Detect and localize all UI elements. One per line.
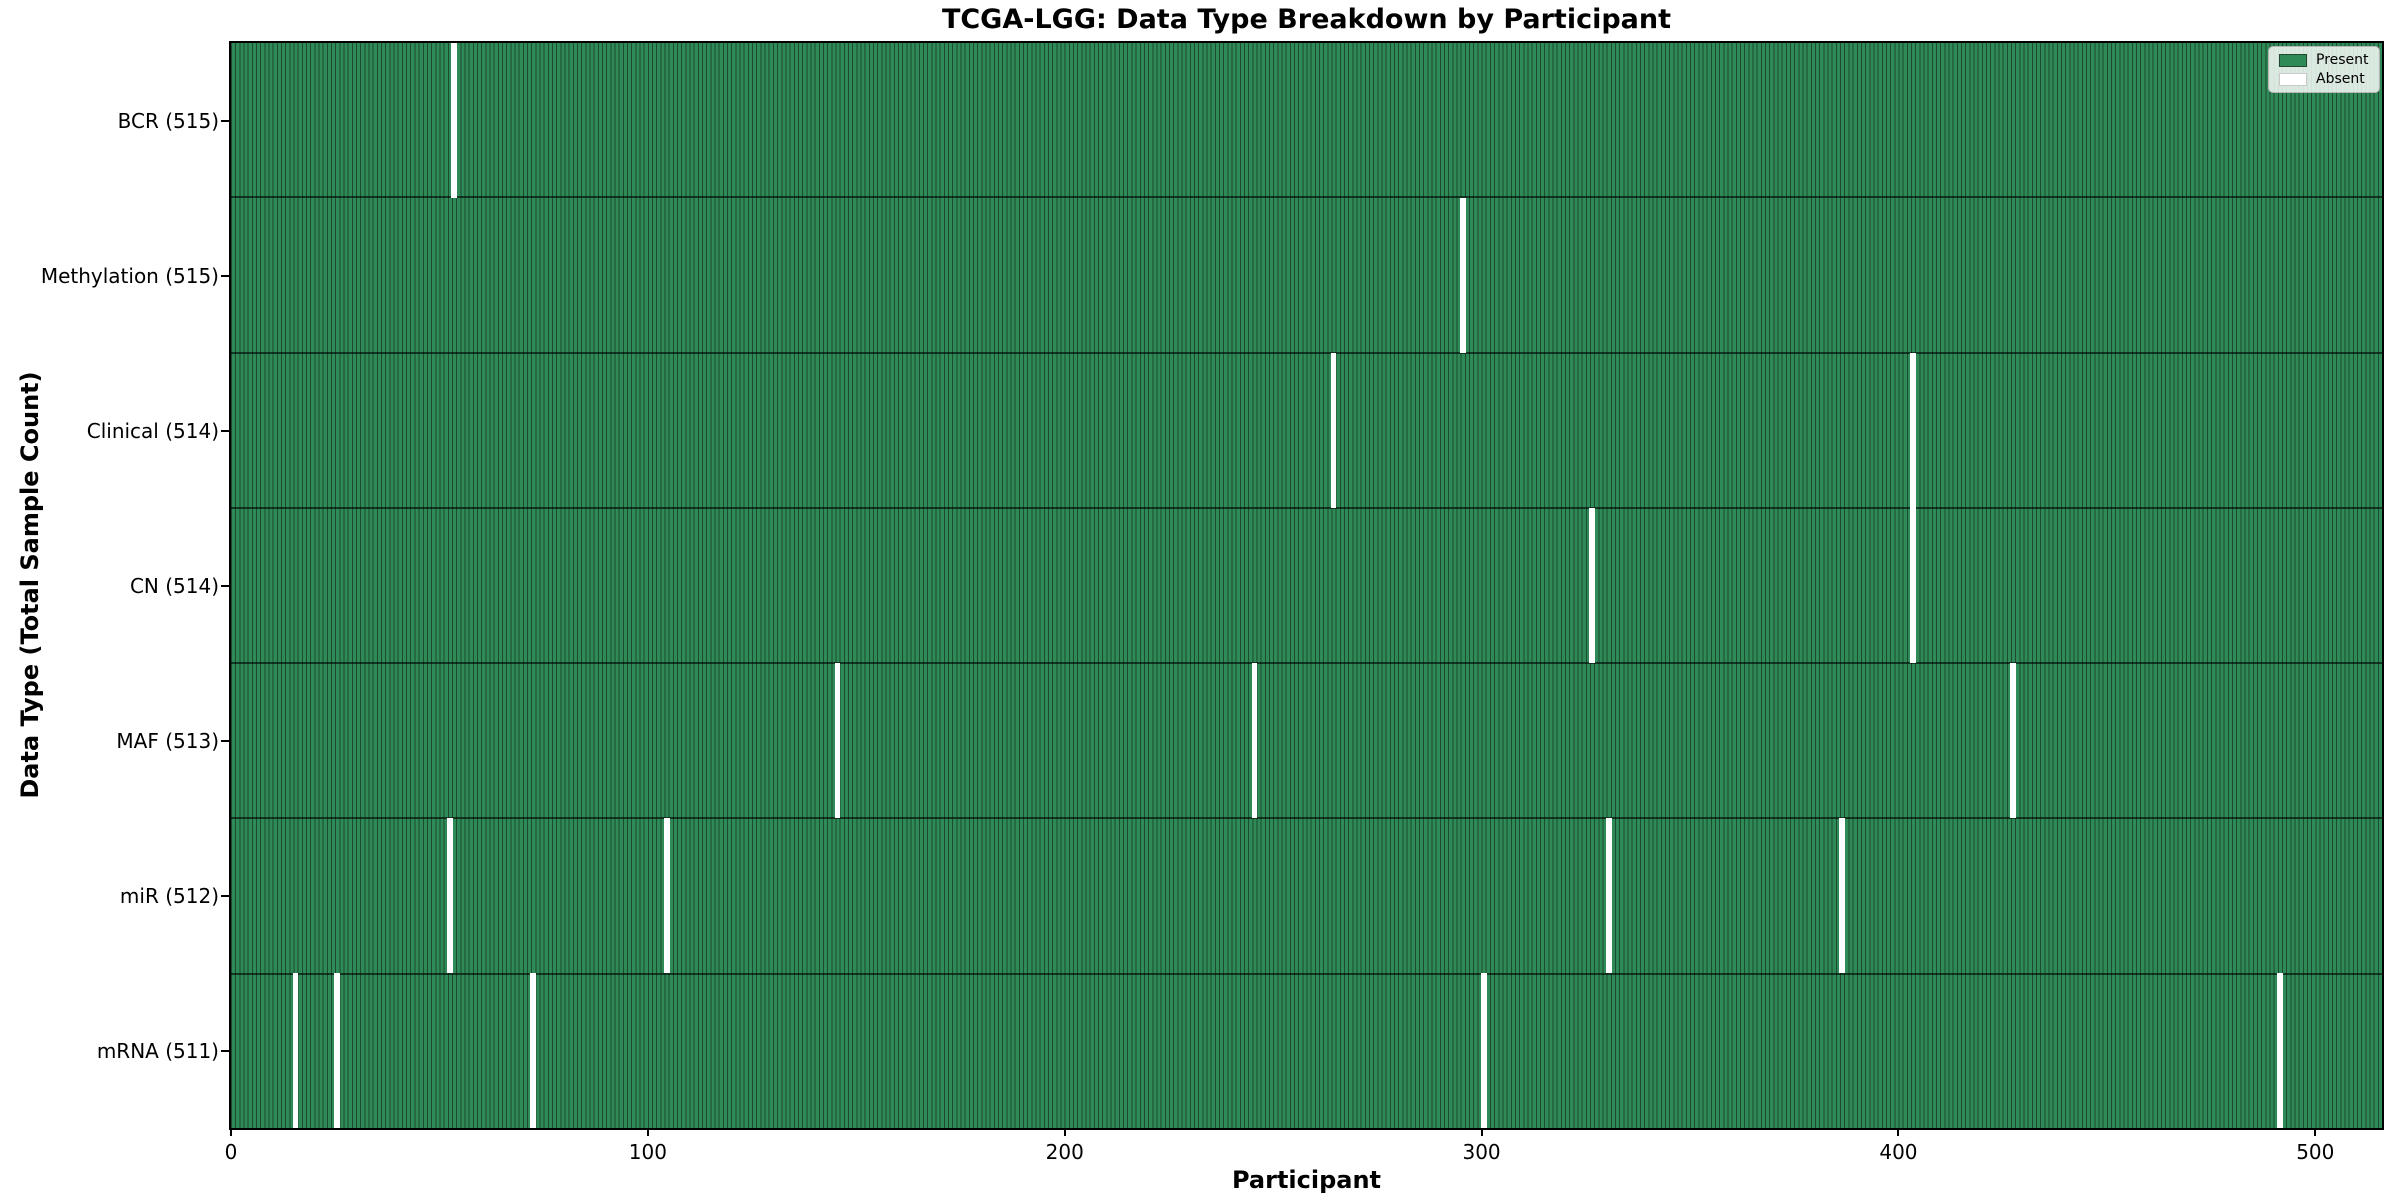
y-tick-mark — [221, 119, 229, 122]
presence-row-BCR — [231, 43, 2382, 197]
y-tick-mark — [221, 274, 229, 277]
x-tick-mark — [1063, 1128, 1066, 1136]
presence-row-MAF — [231, 662, 2382, 818]
absent-gap-mRNA-25 — [334, 973, 341, 1128]
absent-gap-mRNA-300 — [1480, 973, 1487, 1128]
legend-label-present: Present — [2316, 52, 2369, 68]
y-tick-label-MAF: MAF (513) — [116, 728, 219, 753]
x-tick-label-200: 200 — [1045, 1140, 1084, 1164]
presence-row-Methylation — [231, 196, 2382, 352]
absent-gap-MAF-245 — [1251, 663, 1258, 818]
y-tick-mark — [221, 739, 229, 742]
absent-gap-miR-104 — [663, 818, 670, 973]
presence-row-mRNA — [231, 972, 2382, 1128]
x-axis-label: Participant — [1231, 1166, 1382, 1194]
legend: Present Absent — [2268, 46, 2380, 93]
y-tick-mark — [221, 429, 229, 432]
absent-gap-MAF-427 — [2010, 663, 2016, 818]
legend-item-absent: Absent — [2279, 72, 2369, 86]
x-tick-mark — [1480, 1128, 1483, 1136]
absent-gap-mRNA-491 — [2276, 973, 2283, 1128]
absent-gap-miR-330 — [1605, 818, 1612, 973]
presence-row-miR — [231, 817, 2382, 973]
y-tick-label-Clinical: Clinical (514) — [86, 418, 219, 443]
y-tick-label-BCR: BCR (515) — [117, 108, 219, 133]
absent-gap-mRNA-72 — [530, 973, 537, 1128]
legend-item-present: Present — [2279, 53, 2369, 67]
absent-gap-Clinical-403 — [1910, 353, 1916, 508]
absent-gap-miR-52 — [446, 818, 453, 973]
presence-row-CN — [231, 506, 2382, 663]
y-tick-mark — [221, 584, 229, 587]
plot-area — [229, 41, 2384, 1130]
chart-title: TCGA-LGG: Data Type Breakdown by Partici… — [941, 4, 1672, 35]
y-tick-label-Methylation: Methylation (515) — [40, 263, 219, 288]
presence-row-Clinical — [231, 351, 2382, 507]
legend-label-absent: Absent — [2316, 71, 2365, 87]
y-tick-mark — [221, 1049, 229, 1052]
present-swatch-icon — [2279, 53, 2307, 67]
x-tick-label-100: 100 — [628, 1140, 667, 1164]
absent-swatch-icon — [2279, 72, 2307, 86]
x-tick-mark — [1897, 1128, 1900, 1136]
x-tick-mark — [2314, 1128, 2317, 1136]
absent-gap-Methylation-295 — [1459, 198, 1466, 353]
x-tick-label-400: 400 — [1879, 1140, 1918, 1164]
y-tick-label-CN: CN (514) — [129, 573, 219, 598]
absent-gap-mRNA-15 — [292, 973, 299, 1128]
y-tick-label-mRNA: mRNA (511) — [96, 1038, 219, 1063]
presence-rows — [231, 43, 2382, 1128]
absent-gap-BCR-53 — [451, 43, 457, 198]
x-tick-label-0: 0 — [224, 1140, 238, 1164]
absent-gap-MAF-145 — [834, 663, 841, 818]
absent-gap-miR-386 — [1839, 818, 1846, 973]
x-tick-label-300: 300 — [1462, 1140, 1501, 1164]
absent-gap-Clinical-264 — [1330, 353, 1337, 508]
absent-gap-CN-326 — [1589, 508, 1595, 663]
absent-gap-CN-403 — [1910, 508, 1916, 663]
x-tick-mark — [230, 1128, 232, 1136]
y-tick-label-miR: miR (512) — [119, 883, 219, 908]
x-tick-label-500: 500 — [2296, 1140, 2335, 1164]
y-tick-mark — [221, 894, 229, 897]
x-tick-mark — [646, 1128, 649, 1136]
